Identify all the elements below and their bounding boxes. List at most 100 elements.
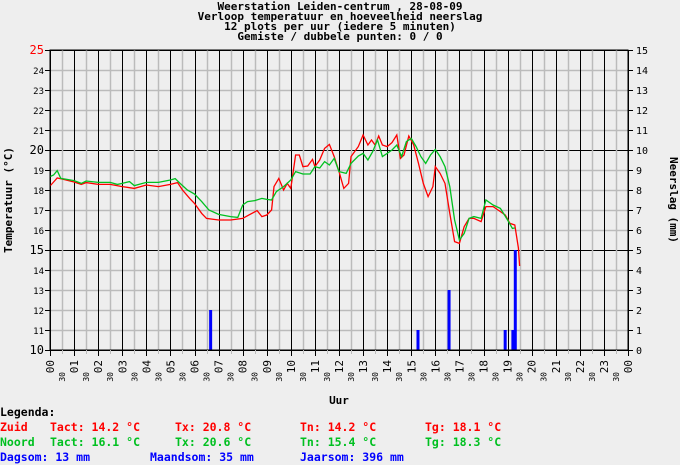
x-hour-label: 10 <box>285 360 298 373</box>
x-hour-label: 19 <box>502 360 515 373</box>
legend-row-zuid: Zuid Tact: 14.2 °C Tx: 20.8 °C Tn: 14.2 … <box>0 420 501 434</box>
y2-tick-label: 4 <box>636 266 642 277</box>
y2-tick-label: 8 <box>636 186 642 197</box>
x-half-label: 30 <box>178 372 187 382</box>
x-half-label: 30 <box>516 372 525 382</box>
y-tick-label: 21 <box>33 127 44 137</box>
y2-axis-title: Neerslag (mm) <box>667 157 680 243</box>
y2-tick-label: 3 <box>636 286 642 297</box>
x-half-label: 30 <box>323 372 332 382</box>
x-half-label: 30 <box>443 372 452 382</box>
x-hour-label: 05 <box>164 360 177 373</box>
x-hour-label: 03 <box>116 360 129 373</box>
y-tick-label: 23 <box>33 87 44 97</box>
x-hour-label: 11 <box>309 360 322 373</box>
x-half-label: 30 <box>58 372 67 382</box>
y2-tick-label: 5 <box>636 246 642 257</box>
temperature-line-zuid <box>49 133 521 267</box>
x-half-label: 30 <box>612 372 621 382</box>
precipitation-bar <box>503 330 507 350</box>
legend-row-noord: Noord Tact: 16.1 °C Tx: 20.6 °C Tn: 15.4… <box>0 435 501 449</box>
legend-zuid-tn: Tn: 14.2 °C <box>300 420 376 434</box>
legend-noord-tg: Tg: 18.3 °C <box>425 435 501 449</box>
y-tick-label: 22 <box>33 107 44 117</box>
x-hour-label: 18 <box>478 360 491 373</box>
y-tick-label: 16 <box>33 227 44 237</box>
y-tick-label: 14 <box>33 267 44 277</box>
x-half-label: 30 <box>588 372 597 382</box>
x-half-label: 30 <box>251 372 260 382</box>
legend-jaarsom: Jaarsom: 396 mm <box>300 450 404 464</box>
legend-dagsom: Dagsom: 13 mm <box>0 450 90 464</box>
y2-tick-label: 1 <box>636 326 642 337</box>
x-hour-label: 09 <box>261 360 274 373</box>
title-line-1: Weerstation Leiden-centrum , 28-08-09 <box>217 0 462 13</box>
legend-row-rain: Dagsom: 13 mm Maandsom: 35 mm Jaarsom: 3… <box>0 450 404 464</box>
x-hour-label: 01 <box>68 360 81 373</box>
y-tick-label: 12 <box>33 307 44 317</box>
x-hour-label: 17 <box>453 360 466 373</box>
axis-ticks: 1011121314151617181920212223242501234567… <box>30 43 649 382</box>
precipitation-bar <box>416 330 420 350</box>
y-tick-label: 24 <box>33 67 44 77</box>
x-half-label: 30 <box>275 372 284 382</box>
x-hour-label: 06 <box>189 360 202 373</box>
legend-noord-tn: Tn: 15.4 °C <box>300 435 376 449</box>
x-hour-label: 12 <box>333 360 346 373</box>
legend-maandsom: Maandsom: 35 mm <box>150 450 254 464</box>
x-hour-label: 16 <box>429 360 442 373</box>
legend-noord-name: Noord <box>0 435 35 449</box>
title-line-2: Verloop temperatuur en hoeveelheid neers… <box>198 10 483 23</box>
precipitation-bar <box>513 250 517 350</box>
y-tick-label: 13 <box>33 287 44 297</box>
x-half-label: 30 <box>395 372 404 382</box>
y-tick-label: 18 <box>33 187 44 197</box>
y2-tick-label: 12 <box>636 106 648 117</box>
y2-tick-label: 10 <box>636 146 648 157</box>
y2-tick-label: 13 <box>636 86 648 97</box>
y-axis-title: Temperatuur (°C) <box>2 147 15 253</box>
x-half-label: 30 <box>82 372 91 382</box>
x-half-label: 30 <box>203 372 212 382</box>
legend-heading: Legenda: <box>0 405 55 419</box>
x-half-label: 30 <box>154 372 163 382</box>
x-half-label: 30 <box>540 372 549 382</box>
x-hour-label: 14 <box>381 360 394 374</box>
y2-tick-label: 6 <box>636 226 642 237</box>
x-half-label: 30 <box>419 372 428 382</box>
y-tick-label: 19 <box>33 167 44 177</box>
y2-tick-label: 15 <box>636 46 648 57</box>
y2-tick-label: 0 <box>636 346 642 357</box>
x-hour-label: 20 <box>526 360 539 373</box>
series-zuid <box>49 133 521 267</box>
x-half-label: 30 <box>467 372 476 382</box>
x-hour-label: 00 <box>44 360 57 373</box>
x-half-label: 30 <box>492 372 501 382</box>
grid <box>50 50 629 351</box>
precipitation-bar <box>209 310 213 350</box>
x-half-label: 30 <box>564 372 573 382</box>
y-tick-label: 20 <box>30 143 44 157</box>
y-tick-label: 25 <box>30 43 44 57</box>
y2-tick-label: 7 <box>636 206 642 217</box>
x-hour-label: 08 <box>237 360 250 373</box>
x-half-label: 30 <box>227 372 236 382</box>
x-axis-title: Uur <box>329 394 349 407</box>
x-hour-label: 22 <box>574 360 587 373</box>
y-tick-label: 15 <box>30 243 44 257</box>
precipitation-bar <box>447 290 451 350</box>
x-hour-label: 21 <box>550 360 563 373</box>
title-line-4: Gemiste / dubbele punten: 0 / 0 <box>237 30 442 43</box>
x-half-label: 30 <box>371 372 380 382</box>
y-tick-label: 11 <box>33 327 44 337</box>
legend-zuid-tact: Tact: 14.2 °C <box>50 420 140 434</box>
legend-zuid-name: Zuid <box>0 420 28 434</box>
y-tick-label: 10 <box>30 343 44 357</box>
series-noord <box>49 137 515 242</box>
x-hour-label: 04 <box>140 360 153 374</box>
x-half-label: 30 <box>299 372 308 382</box>
temperature-lines <box>49 133 521 267</box>
x-hour-label: 13 <box>357 360 370 373</box>
